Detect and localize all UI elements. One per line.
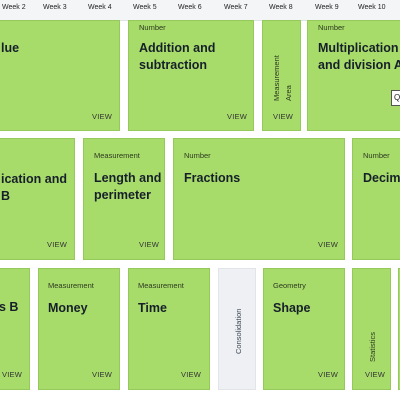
- card-title: Fractions: [184, 171, 241, 185]
- view-link[interactable]: VIEW: [318, 370, 338, 379]
- card-category: Measurement: [138, 281, 184, 290]
- card-title: Area: [284, 85, 293, 101]
- card-category: Geometry: [273, 281, 306, 290]
- view-link[interactable]: VIEW: [181, 370, 201, 379]
- card-title: Shape: [273, 301, 311, 315]
- card-fractions[interactable]: Number Fractions VIEW: [173, 138, 345, 260]
- card-title: ication and: [1, 172, 67, 186]
- card-area[interactable]: Measurement Area VIEW: [262, 20, 301, 131]
- card-category: Number: [184, 151, 211, 160]
- view-link[interactable]: VIEW: [318, 240, 338, 249]
- card-multiplication-division-a[interactable]: Number Multiplication and division A: [307, 20, 400, 131]
- view-link[interactable]: VIEW: [273, 112, 293, 121]
- card-category: Measurement: [48, 281, 94, 290]
- tooltip-fragment: Q: [391, 90, 400, 106]
- view-link[interactable]: VIEW: [139, 240, 159, 249]
- card-shape[interactable]: Geometry Shape VIEW: [263, 268, 345, 390]
- week-header: Week 2 Week 3 Week 4 Week 5 Week 6 Week …: [0, 0, 400, 21]
- card-title: Money: [48, 301, 88, 315]
- week-label: Week 10: [358, 4, 386, 11]
- card-title: lue: [1, 41, 20, 55]
- card-decimals[interactable]: Number Decima: [352, 138, 400, 260]
- card-title: Consolidation: [234, 308, 243, 354]
- card-edge[interactable]: [398, 268, 400, 390]
- card-title: Length and perimeter: [94, 171, 162, 202]
- week-label: Week 2: [2, 4, 26, 11]
- card-consolidation[interactable]: Consolidation: [218, 268, 256, 390]
- card-category: Measurement: [272, 55, 281, 101]
- view-link[interactable]: VIEW: [2, 370, 22, 379]
- week-label: Week 8: [269, 4, 293, 11]
- card-title: Statistics: [368, 331, 377, 362]
- view-link[interactable]: VIEW: [47, 240, 67, 249]
- card-title: Decima: [363, 171, 400, 185]
- view-link[interactable]: VIEW: [92, 370, 112, 379]
- card-category: Number: [318, 23, 345, 32]
- card-title: Addition and subtraction: [139, 41, 216, 72]
- card-title-line2: B: [1, 189, 11, 203]
- week-label: Week 4: [88, 4, 112, 11]
- week-label: Week 3: [43, 4, 67, 11]
- card-money[interactable]: Measurement Money VIEW: [38, 268, 120, 390]
- view-link[interactable]: VIEW: [365, 370, 385, 379]
- card-multiplication-division-b[interactable]: ication and B VIEW: [0, 138, 75, 260]
- card-title: s B: [0, 300, 19, 314]
- view-link[interactable]: VIEW: [92, 112, 112, 121]
- card-row3-left[interactable]: s B VIEW: [0, 268, 30, 390]
- card-time[interactable]: Measurement Time VIEW: [128, 268, 210, 390]
- view-link[interactable]: VIEW: [227, 112, 247, 121]
- card-category: Number: [363, 151, 390, 160]
- card-title: Multiplication and division A: [318, 41, 400, 72]
- card-length-perimeter[interactable]: Measurement Length and perimeter VIEW: [83, 138, 165, 260]
- card-category: Number: [139, 23, 166, 32]
- week-label: Week 9: [315, 4, 339, 11]
- card-title: Time: [138, 301, 167, 315]
- week-label: Week 6: [178, 4, 202, 11]
- week-label: Week 5: [133, 4, 157, 11]
- card-place-value[interactable]: lue VIEW: [0, 20, 120, 131]
- card-addition-subtraction[interactable]: Number Addition and subtraction VIEW: [128, 20, 254, 131]
- card-statistics[interactable]: Statistics VIEW: [352, 268, 391, 390]
- card-category: Measurement: [94, 151, 140, 160]
- week-label: Week 7: [224, 4, 248, 11]
